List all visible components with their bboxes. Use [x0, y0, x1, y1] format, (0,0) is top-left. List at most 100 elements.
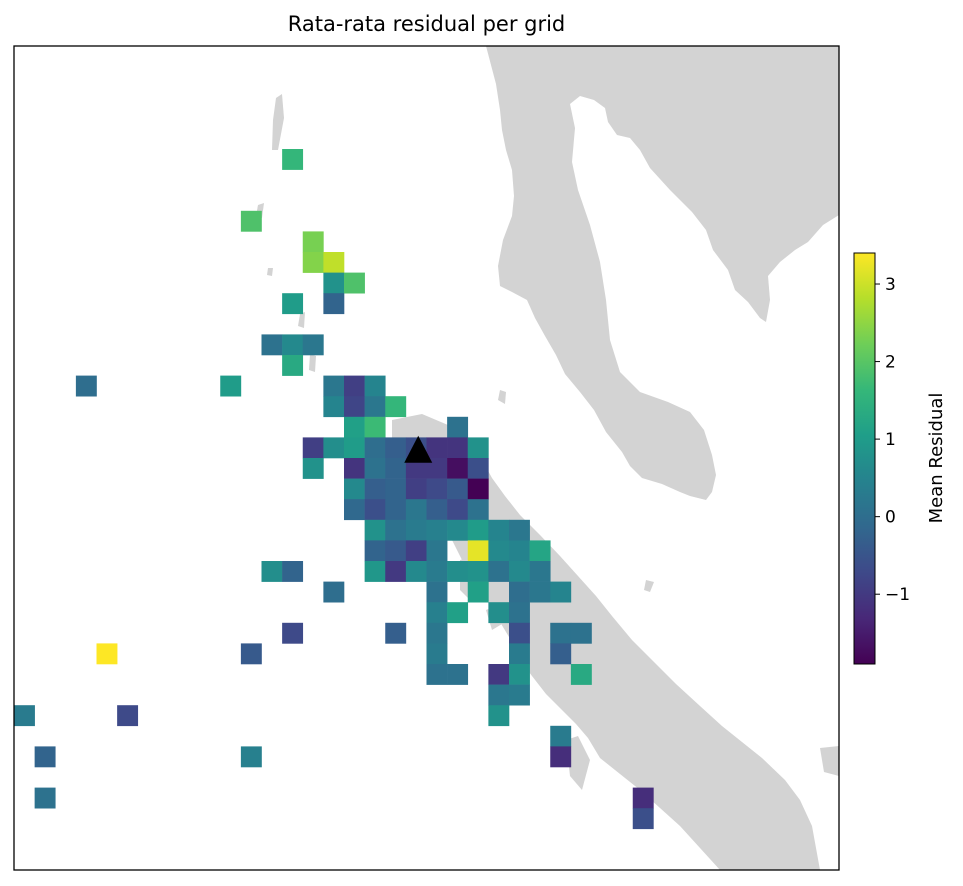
grid-cell [364, 416, 386, 438]
grid-cell [220, 375, 242, 397]
grid-cell [529, 540, 551, 562]
grid-cell [488, 540, 510, 562]
grid-cell [282, 622, 304, 644]
grid-cell [632, 808, 654, 830]
grid-cell [488, 684, 510, 706]
island [267, 268, 273, 276]
grid-cell [426, 561, 448, 582]
grid-cell [96, 643, 118, 665]
grid-cell [447, 519, 469, 541]
colorbar-tick-label: 1 [885, 430, 896, 450]
grid-cell [323, 272, 345, 294]
grid-cell [529, 581, 551, 603]
grid-cell [364, 478, 386, 500]
grid-cell [467, 540, 489, 562]
grid-cell [240, 746, 262, 768]
grid-cell [364, 499, 386, 521]
grid-cell [529, 561, 551, 582]
grid-cell [385, 478, 407, 500]
grid-cell [426, 478, 448, 500]
grid-cell [488, 705, 510, 727]
grid-cell [282, 293, 304, 315]
colorbar-label: Mean Residual [926, 393, 947, 524]
grid-cell [550, 643, 572, 665]
island [298, 312, 305, 328]
grid-cell [323, 396, 345, 418]
grid-cell [385, 499, 407, 521]
grid-cell [488, 664, 510, 685]
grid-cell [426, 602, 448, 624]
grid-cell [302, 334, 324, 356]
grid-cell [467, 519, 489, 541]
grid-cell [467, 437, 489, 459]
grid-cell [426, 458, 448, 479]
grid-cell [488, 561, 510, 582]
grid-cell [426, 437, 448, 459]
grid-cell [302, 437, 324, 459]
grid-cell [385, 622, 407, 644]
grid-cell [550, 725, 572, 747]
grid-cell [302, 231, 324, 253]
grid-cell [323, 437, 345, 459]
grid-cell [344, 416, 365, 438]
grid-cell [364, 540, 386, 562]
colorbar-ticks: 3 2 1 0 −1 [875, 275, 910, 605]
grid-cell [323, 252, 345, 273]
grid-cell [282, 334, 304, 356]
grid-cell [323, 375, 345, 397]
grid-cell [385, 396, 407, 418]
plot-title: Rata-rata residual per grid [287, 12, 566, 36]
grid-cell [509, 622, 530, 644]
grid-cell [447, 437, 469, 459]
grid-cell [302, 458, 324, 479]
colorbar-tick-label: 2 [885, 353, 896, 373]
island [644, 580, 654, 592]
grid-cell [488, 602, 510, 624]
station-triangle-marker [404, 435, 433, 463]
grid-cell [364, 396, 386, 418]
grid-cell [467, 478, 489, 500]
island [566, 736, 590, 790]
grid-cell [364, 458, 386, 479]
island [498, 390, 506, 404]
grid-cell [364, 519, 386, 541]
grid-cell [385, 519, 407, 541]
grid-cell [364, 375, 386, 397]
grid-cell [509, 581, 530, 603]
grid-cell [344, 396, 365, 418]
grid-cell [570, 664, 592, 685]
grid-cell [405, 499, 427, 521]
grid-cell [570, 622, 592, 644]
grid-cell [405, 478, 427, 500]
grid-cell [344, 437, 365, 459]
grid-cell [282, 355, 304, 376]
grid-cell [447, 602, 469, 624]
grid-cell [426, 664, 448, 685]
grid-cell [344, 478, 365, 500]
grid-cell [447, 458, 469, 479]
grid-cell [467, 561, 489, 582]
grid-cell [385, 437, 407, 459]
grid-cell [385, 540, 407, 562]
grid-cell [426, 519, 448, 541]
grid-cell [364, 437, 386, 459]
grid-cell [405, 540, 427, 562]
grid-cell [282, 149, 304, 170]
grid-cell [405, 458, 427, 479]
grid-cell [509, 643, 530, 665]
grid-cell [405, 519, 427, 541]
grid-cell [344, 375, 365, 397]
grid-cell [426, 622, 448, 644]
grid-cell [550, 581, 572, 603]
grid-cell [632, 787, 654, 809]
grid-cell [261, 561, 283, 582]
grid-cell [509, 602, 530, 624]
grid-cell [364, 561, 386, 582]
island [272, 94, 284, 150]
grid-cell [509, 561, 530, 582]
grid-cell [385, 458, 407, 479]
grid-cell [509, 540, 530, 562]
island [309, 354, 316, 372]
grid-cell [426, 499, 448, 521]
